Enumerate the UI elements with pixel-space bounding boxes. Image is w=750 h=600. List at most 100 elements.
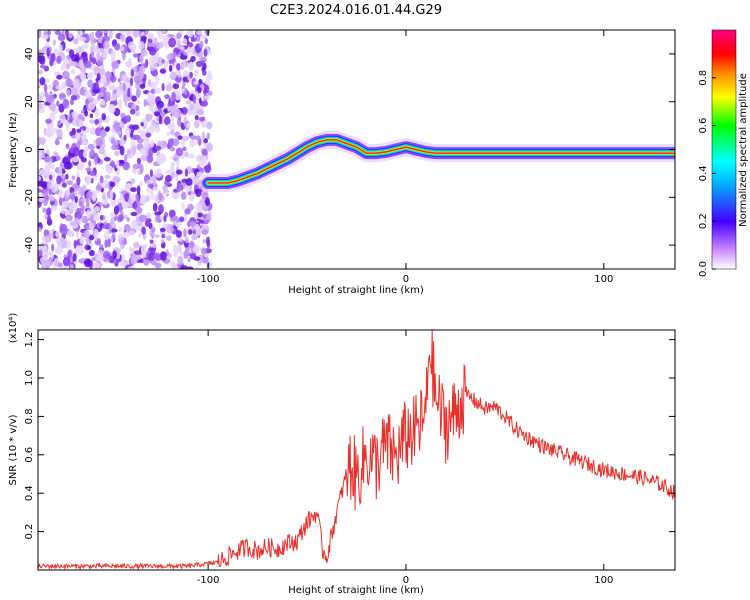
noise-blob	[128, 229, 135, 236]
noise-blob	[194, 37, 198, 42]
noise-blob	[140, 35, 147, 41]
noise-blob	[76, 128, 82, 133]
noise-blob	[105, 184, 110, 188]
noise-blob	[113, 89, 117, 95]
noise-blob	[157, 56, 163, 62]
noise-blob	[173, 52, 177, 58]
noise-blob	[162, 184, 167, 193]
noise-blob	[131, 145, 136, 156]
colorbar-tick-label: 0.8	[698, 70, 709, 86]
y-tick-label: 0	[24, 146, 35, 152]
noise-blob	[114, 42, 121, 51]
noise-blob	[91, 257, 96, 262]
y-tick-label: 40	[24, 48, 35, 61]
noise-blob	[103, 30, 109, 34]
noise-blob	[133, 241, 140, 249]
colorbar-tick-label: 0.4	[698, 165, 709, 181]
noise-blob	[60, 63, 66, 71]
noise-blob	[136, 185, 141, 195]
noise-blob	[189, 195, 194, 202]
noise-blob	[201, 229, 209, 235]
noise-blob	[69, 113, 73, 124]
noise-blob	[105, 165, 113, 173]
noise-blob	[189, 135, 198, 140]
noise-blob	[181, 202, 185, 210]
noise-blob	[158, 192, 164, 201]
noise-blob	[102, 192, 106, 200]
noise-blob	[171, 113, 175, 122]
noise-blob	[184, 168, 189, 177]
noise-blob	[148, 148, 154, 158]
noise-blob	[101, 113, 106, 121]
noise-blob	[180, 184, 184, 191]
noise-blob	[83, 258, 92, 268]
noise-blob	[70, 68, 76, 75]
noise-blob	[120, 112, 126, 118]
noise-blob	[101, 224, 109, 229]
noise-blob	[70, 95, 77, 101]
noise-blob	[118, 30, 127, 34]
noise-blob	[84, 90, 92, 98]
noise-blob	[111, 144, 119, 151]
noise-blob	[150, 93, 155, 99]
noise-blob	[130, 187, 137, 193]
noise-blob	[186, 41, 194, 48]
noise-blob	[195, 223, 200, 231]
noise-blob	[71, 175, 76, 180]
noise-blob	[75, 212, 83, 220]
noise-blob	[110, 217, 115, 226]
noise-blob	[69, 99, 74, 106]
noise-blob	[132, 169, 138, 175]
noise-blob	[83, 60, 92, 69]
noise-blob	[160, 239, 164, 244]
noise-blob	[111, 61, 120, 69]
noise-blob	[138, 41, 145, 51]
noise-blob	[94, 119, 100, 125]
noise-blob	[97, 95, 101, 101]
noise-blob	[65, 173, 69, 180]
noise-blob	[98, 147, 106, 155]
noise-blob	[89, 234, 95, 241]
noise-blob	[206, 142, 213, 152]
noise-blob	[109, 211, 117, 219]
noise-blob	[193, 210, 198, 220]
noise-blob	[167, 106, 171, 112]
noise-blob	[59, 223, 68, 232]
noise-blob	[42, 207, 47, 213]
noise-blob	[166, 131, 171, 136]
noise-blob	[58, 197, 63, 206]
noise-blob	[192, 94, 197, 104]
spectrogram-ylabel: Frequency (Hz)	[8, 112, 19, 188]
noise-blob	[60, 205, 65, 215]
noise-blob	[155, 114, 159, 122]
noise-blob	[119, 214, 124, 221]
noise-blob	[190, 55, 196, 62]
noise-blob	[81, 51, 88, 58]
noise-blob	[202, 155, 207, 163]
noise-blob	[81, 184, 87, 192]
noise-blob	[120, 33, 126, 43]
noise-blob	[181, 135, 188, 143]
noise-blob	[46, 207, 52, 216]
noise-blob	[177, 182, 181, 192]
noise-blob	[109, 96, 117, 102]
noise-blob	[47, 215, 51, 224]
noise-blob	[124, 153, 128, 163]
y-tick-label: -40	[24, 237, 35, 253]
noise-blob	[161, 234, 166, 239]
noise-blob	[150, 259, 157, 265]
noise-blob	[188, 229, 193, 235]
noise-blob	[203, 48, 208, 57]
noise-blob	[78, 59, 84, 69]
noise-blob	[110, 197, 117, 207]
noise-blob	[158, 204, 164, 215]
noise-blob	[80, 207, 85, 215]
colorbar-ticks: 0.0 0.2 0.4 0.6 0.8	[698, 70, 716, 277]
noise-blob	[183, 250, 189, 259]
noise-blob	[48, 195, 55, 202]
y-tick-label: -20	[24, 189, 35, 205]
noise-blob	[130, 219, 138, 229]
noise-blob	[151, 63, 158, 69]
noise-blob	[110, 137, 116, 145]
noise-blob	[171, 263, 176, 269]
